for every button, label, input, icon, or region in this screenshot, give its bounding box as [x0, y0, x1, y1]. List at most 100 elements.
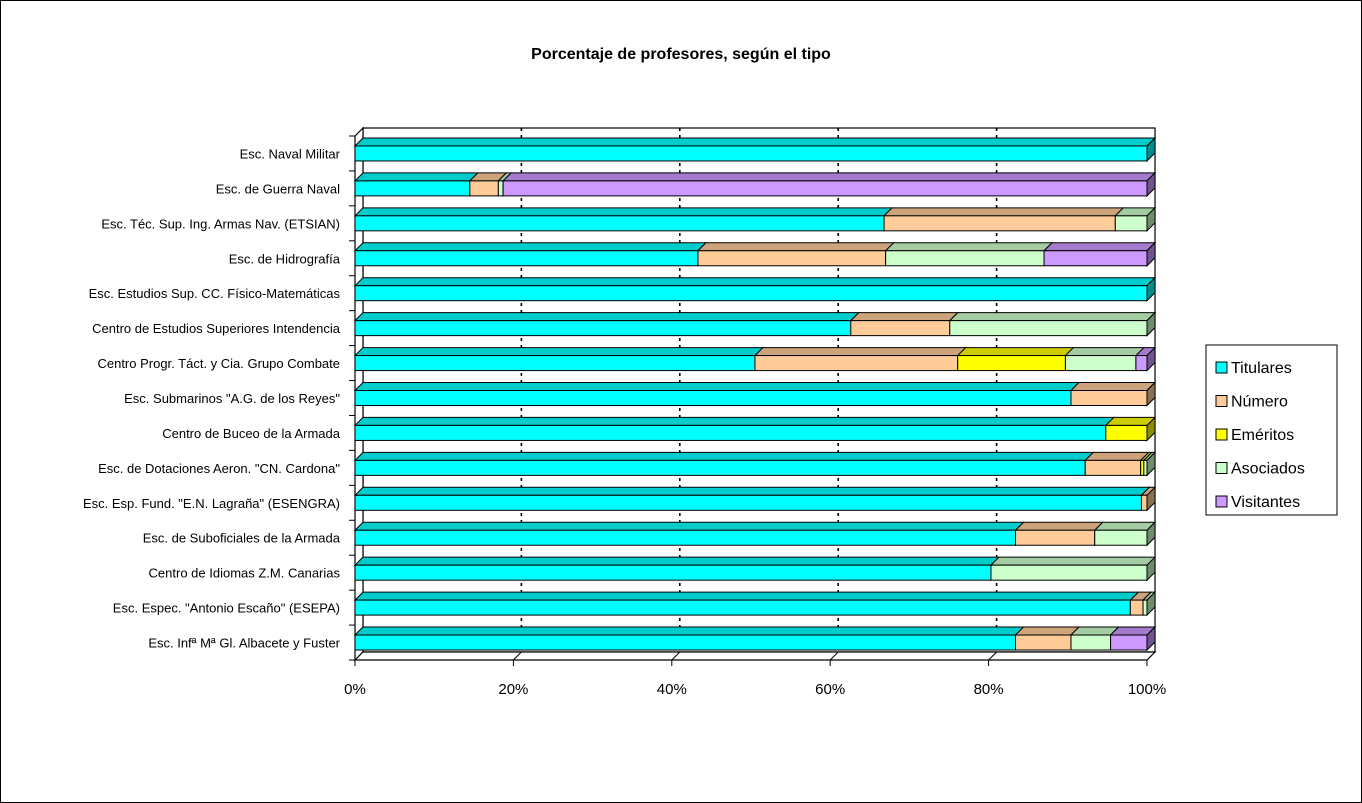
bar-segment-titulares	[353, 416, 1116, 441]
bar-front-face	[354, 459, 1086, 476]
bar-top-face	[884, 242, 1054, 252]
bar-front-face	[883, 215, 1116, 232]
bar-front-face	[1094, 529, 1148, 546]
bar-segment-asociados	[884, 242, 1054, 267]
category-label: Esc. Espec. "Antonio Escaño" (ESEPA)	[113, 601, 340, 616]
category-label: Centro de Buceo de la Armada	[162, 426, 341, 441]
bar-front-face	[1043, 250, 1148, 267]
bar-front-face	[697, 250, 887, 267]
bar-front-face	[497, 180, 504, 197]
plot-floor	[353, 651, 1157, 661]
bar-row	[353, 276, 1157, 302]
bar-segment-número	[753, 347, 967, 372]
bar-top-face	[353, 451, 1095, 461]
bar-top-face	[353, 486, 1151, 496]
bar-segment-número	[1069, 381, 1157, 407]
bar-segment-eméritos	[1104, 416, 1157, 442]
bar-front-face	[1070, 634, 1112, 651]
bar-end-face	[1146, 311, 1156, 337]
category-labels: Esc. Naval Militar Esc. de Guerra Naval Es…	[83, 146, 341, 650]
bar-top-face	[1084, 451, 1150, 461]
legend-label: Número	[1231, 394, 1288, 411]
bar-end-face	[1146, 486, 1156, 512]
bar-front-face	[1015, 529, 1096, 546]
bar-row	[353, 136, 1157, 163]
bar-segment-asociados	[1141, 590, 1157, 617]
bar-segment-titulares	[353, 242, 708, 267]
bar-segment-número	[1084, 451, 1150, 476]
bar-top-face	[1014, 626, 1081, 636]
bar-row	[353, 590, 1157, 617]
bar-front-face	[354, 285, 1148, 302]
bar-front-face	[1114, 215, 1148, 232]
bar-row	[353, 521, 1157, 547]
bar-front-face	[1015, 634, 1072, 651]
bar-front-face	[1105, 424, 1148, 441]
bar-top-face	[849, 312, 959, 322]
bar-segment-titulares	[353, 207, 894, 232]
legend-item: Titulares	[1215, 360, 1292, 377]
bar-front-face	[354, 180, 471, 197]
bar-segment-titulares	[353, 451, 1095, 476]
bar-segment-titulares	[353, 172, 480, 197]
bar-top-face	[1093, 521, 1157, 531]
category-label: Esc. Estudios Sup. CC. Físico-Matemática…	[89, 286, 341, 301]
category-label: Esc. de Dotaciones Aeron. "CN. Cardona"	[98, 461, 340, 476]
bar-segment-titulares	[353, 382, 1081, 406]
bar-segment-número	[882, 207, 1125, 232]
bar-segment-visitantes	[1109, 625, 1157, 652]
bar-segment-titulares	[353, 521, 1025, 546]
bar-top-face	[696, 242, 895, 252]
bar-top-face	[353, 626, 1025, 636]
bar-top-face	[353, 242, 708, 252]
legend-swatch	[1215, 395, 1228, 407]
category-label: Esc. Téc. Sup. Ing. Armas Nav. (ETSIAN)	[101, 216, 340, 231]
x-tick-labels: 0% 20% 40% 60% 80% 100%	[344, 681, 1166, 698]
bar-top-face	[353, 521, 1025, 531]
category-label: Esc. Naval Militar	[240, 146, 341, 161]
bar-front-face	[990, 564, 1148, 581]
bar-end-face	[1146, 381, 1156, 407]
bar-top-face	[989, 556, 1157, 566]
bar-top-face	[948, 312, 1157, 322]
bar-top-face	[353, 277, 1157, 287]
bar-segment-titulares	[353, 276, 1157, 302]
bar-top-face	[1064, 347, 1146, 357]
x-tick-label: 20%	[498, 681, 528, 698]
bar-segment-asociados	[1093, 521, 1157, 547]
bar-end-face	[1146, 590, 1156, 617]
legend-label: Asociados	[1231, 461, 1305, 478]
bar-front-face	[949, 320, 1148, 337]
category-label: Esc. Submarinos "A.G. de los Reyes"	[124, 391, 340, 406]
bar-segment-eméritos	[956, 347, 1075, 372]
bar-front-face	[354, 390, 1072, 406]
x-tick-label: 100%	[1128, 681, 1166, 698]
chart-title: Porcentaje de profesores, según el tipo	[531, 46, 831, 63]
bar-top-face	[1069, 382, 1157, 391]
bar-front-face	[354, 599, 1131, 616]
bar-segment-número	[1014, 521, 1104, 546]
bar-front-face	[354, 250, 699, 267]
bar-front-face	[354, 355, 756, 372]
category-label: Esc. de Hidrografía	[229, 251, 341, 266]
category-label: Centro de Estudios Superiores Intendenci…	[92, 321, 341, 336]
bar-front-face	[1135, 355, 1148, 372]
bar-top-face	[753, 347, 967, 357]
bar-front-face	[354, 145, 1148, 162]
legend-swatch	[1215, 462, 1228, 474]
plot-area	[349, 126, 1157, 666]
bar-end-face	[1146, 241, 1156, 267]
bar-front-face	[502, 180, 1148, 197]
bar-top-face	[353, 137, 1157, 147]
floor-gridline	[988, 651, 997, 661]
legend: Titulares Número Eméritos Asociados Visitant…	[1205, 344, 1338, 516]
bar-row	[353, 311, 1157, 337]
bar-segment-asociados	[1069, 626, 1120, 651]
category-label: Esc. Infª Mª Gl. Albacete y Fuster	[148, 636, 340, 651]
bar-segment-titulares	[353, 312, 860, 337]
legend-item: Asociados	[1215, 461, 1305, 478]
bar-top-face	[353, 382, 1081, 391]
bar-top-face	[1042, 242, 1157, 252]
bar-end-face	[1146, 521, 1156, 547]
bar-segment-número	[1129, 591, 1153, 616]
